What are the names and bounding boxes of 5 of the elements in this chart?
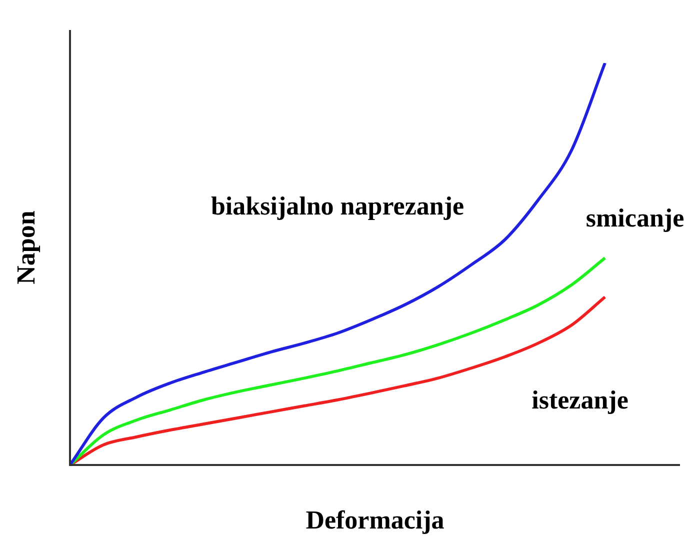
series-label: smicanje	[586, 204, 684, 233]
x-axis-title: Deformacija	[306, 506, 444, 535]
series-label: istezanje	[532, 386, 628, 415]
series-label: biaksijalno naprezanje	[210, 191, 464, 220]
y-axis-title: Napon	[12, 210, 41, 284]
